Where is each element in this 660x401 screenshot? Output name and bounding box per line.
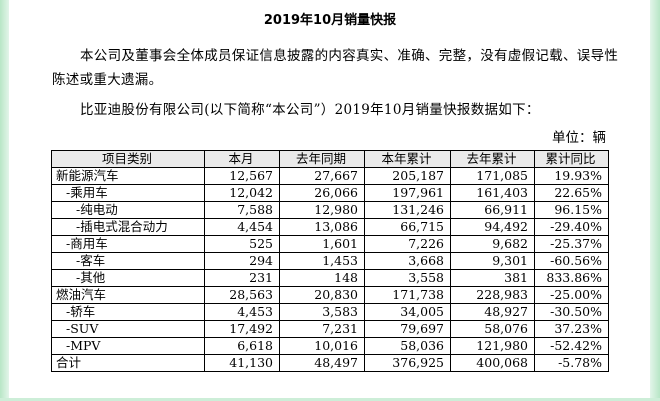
- row-label: -轿车: [51, 303, 205, 321]
- table-row: -客车 294 1,453 3,668 9,301 -60.56%: [51, 252, 609, 270]
- cell-value: 3,558: [364, 269, 451, 287]
- unit-label: 单位：辆: [552, 130, 606, 146]
- cell-value: 7,226: [364, 235, 451, 253]
- cell-value: 1,601: [279, 235, 365, 253]
- cell-value: 131,246: [364, 201, 451, 219]
- cell-value: 9,301: [450, 252, 535, 270]
- cell-value: -60.56%: [534, 252, 609, 270]
- table-row: 新能源汽车 12,567 27,667 205,187 171,085 19.9…: [51, 167, 609, 185]
- cell-value: 19.93%: [534, 167, 609, 185]
- cell-value: 6,618: [204, 337, 280, 355]
- header-category: 项目类别: [51, 150, 205, 168]
- cell-value: 22.65%: [534, 184, 609, 202]
- header-last-year-month: 去年同期: [279, 150, 365, 168]
- cell-value: 294: [204, 252, 280, 270]
- cell-value: 58,036: [364, 337, 451, 355]
- table-row: -乘用车 12,042 26,066 197,961 161,403 22.65…: [51, 184, 609, 202]
- cell-value: 12,980: [279, 201, 365, 219]
- cell-value: 148: [279, 269, 365, 287]
- bottom-frame-border: [0, 398, 660, 401]
- left-frame-border: [0, 0, 9, 401]
- cell-value: 12,567: [204, 167, 280, 185]
- header-this-month: 本月: [204, 150, 280, 168]
- cell-value: 121,980: [450, 337, 535, 355]
- cell-value: -25.00%: [534, 286, 609, 304]
- row-label: -客车: [51, 252, 205, 270]
- cell-value: 48,927: [450, 303, 535, 321]
- header-ytd-change: 累计同比: [534, 150, 609, 168]
- row-label: -插电式混合动力: [51, 218, 205, 236]
- header-last-year-ytd: 去年累计: [450, 150, 535, 168]
- cell-value: 161,403: [450, 184, 535, 202]
- cell-value: 48,497: [279, 354, 365, 372]
- cell-value: 197,961: [364, 184, 451, 202]
- cell-value: 833.86%: [534, 269, 609, 287]
- table-row: -轿车 4,453 3,583 34,005 48,927 -30.50%: [51, 303, 609, 321]
- cell-value: 4,453: [204, 303, 280, 321]
- cell-value: 228,983: [450, 286, 535, 304]
- cell-value: 79,697: [364, 320, 451, 338]
- cell-value: 381: [450, 269, 535, 287]
- row-label: -其他: [51, 269, 205, 287]
- table-row: 合计 41,130 48,497 376,925 400,068 -5.78%: [51, 354, 609, 372]
- cell-value: 34,005: [364, 303, 451, 321]
- cell-value: 7,588: [204, 201, 280, 219]
- cell-value: 20,830: [279, 286, 365, 304]
- table-row: 燃油汽车 28,563 20,830 171,738 228,983 -25.0…: [51, 286, 609, 304]
- cell-value: 376,925: [364, 354, 451, 372]
- cell-value: 13,086: [279, 218, 365, 236]
- document-title: 2019年10月销量快报: [263, 13, 397, 28]
- cell-value: 28,563: [204, 286, 280, 304]
- cell-value: 171,738: [364, 286, 451, 304]
- sales-table: 项目类别 本月 去年同期 本年累计 去年累计 累计同比 新能源汽车 12,567…: [51, 150, 609, 372]
- cell-value: 66,911: [450, 201, 535, 219]
- table-header-row: 项目类别 本月 去年同期 本年累计 去年累计 累计同比: [51, 150, 609, 168]
- cell-value: -52.42%: [534, 337, 609, 355]
- cell-value: -30.50%: [534, 303, 609, 321]
- table-row: -纯电动 7,588 12,980 131,246 66,911 96.15%: [51, 201, 609, 219]
- cell-value: 7,231: [279, 320, 365, 338]
- row-label: -商用车: [51, 235, 205, 253]
- cell-value: -25.37%: [534, 235, 609, 253]
- cell-value: 26,066: [279, 184, 365, 202]
- cell-value: 3,583: [279, 303, 365, 321]
- row-label: 燃油汽车: [51, 286, 205, 304]
- row-label: -纯电动: [51, 201, 205, 219]
- disclaimer-paragraph: 本公司及董事会全体成员保证信息披露的内容真实、准确、完整，没有虚假记载、误导性陈…: [52, 48, 619, 88]
- cell-value: 37.23%: [534, 320, 609, 338]
- row-label: -乘用车: [51, 184, 205, 202]
- cell-value: 525: [204, 235, 280, 253]
- cell-value: -29.40%: [534, 218, 609, 236]
- cell-value: 96.15%: [534, 201, 609, 219]
- table-row: -商用车 525 1,601 7,226 9,682 -25.37%: [51, 235, 609, 253]
- cell-value: 17,492: [204, 320, 280, 338]
- cell-value: 9,682: [450, 235, 535, 253]
- cell-value: -5.78%: [534, 354, 609, 372]
- cell-value: 58,076: [450, 320, 535, 338]
- cell-value: 12,042: [204, 184, 280, 202]
- right-frame-border: [650, 0, 660, 401]
- cell-value: 27,667: [279, 167, 365, 185]
- row-label: 新能源汽车: [51, 167, 205, 185]
- cell-value: 171,085: [450, 167, 535, 185]
- cell-value: 10,016: [279, 337, 365, 355]
- cell-value: 94,492: [450, 218, 535, 236]
- intro-paragraph: 比亚迪股份有限公司(以下简称“本公司”）2019年10月销量快报数据如下：: [80, 102, 540, 118]
- table-row: -MPV 6,618 10,016 58,036 121,980 -52.42%: [51, 337, 609, 355]
- row-label: 合计: [51, 354, 205, 372]
- table-row: -其他 231 148 3,558 381 833.86%: [51, 269, 609, 287]
- cell-value: 41,130: [204, 354, 280, 372]
- cell-value: 205,187: [364, 167, 451, 185]
- table-row: -插电式混合动力 4,454 13,086 66,715 94,492 -29.…: [51, 218, 609, 236]
- row-label: -SUV: [51, 320, 205, 338]
- row-label: -MPV: [51, 337, 205, 355]
- cell-value: 3,668: [364, 252, 451, 270]
- cell-value: 231: [204, 269, 280, 287]
- cell-value: 4,454: [204, 218, 280, 236]
- cell-value: 400,068: [450, 354, 535, 372]
- header-ytd: 本年累计: [364, 150, 451, 168]
- cell-value: 66,715: [364, 218, 451, 236]
- table-row: -SUV 17,492 7,231 79,697 58,076 37.23%: [51, 320, 609, 338]
- cell-value: 1,453: [279, 252, 365, 270]
